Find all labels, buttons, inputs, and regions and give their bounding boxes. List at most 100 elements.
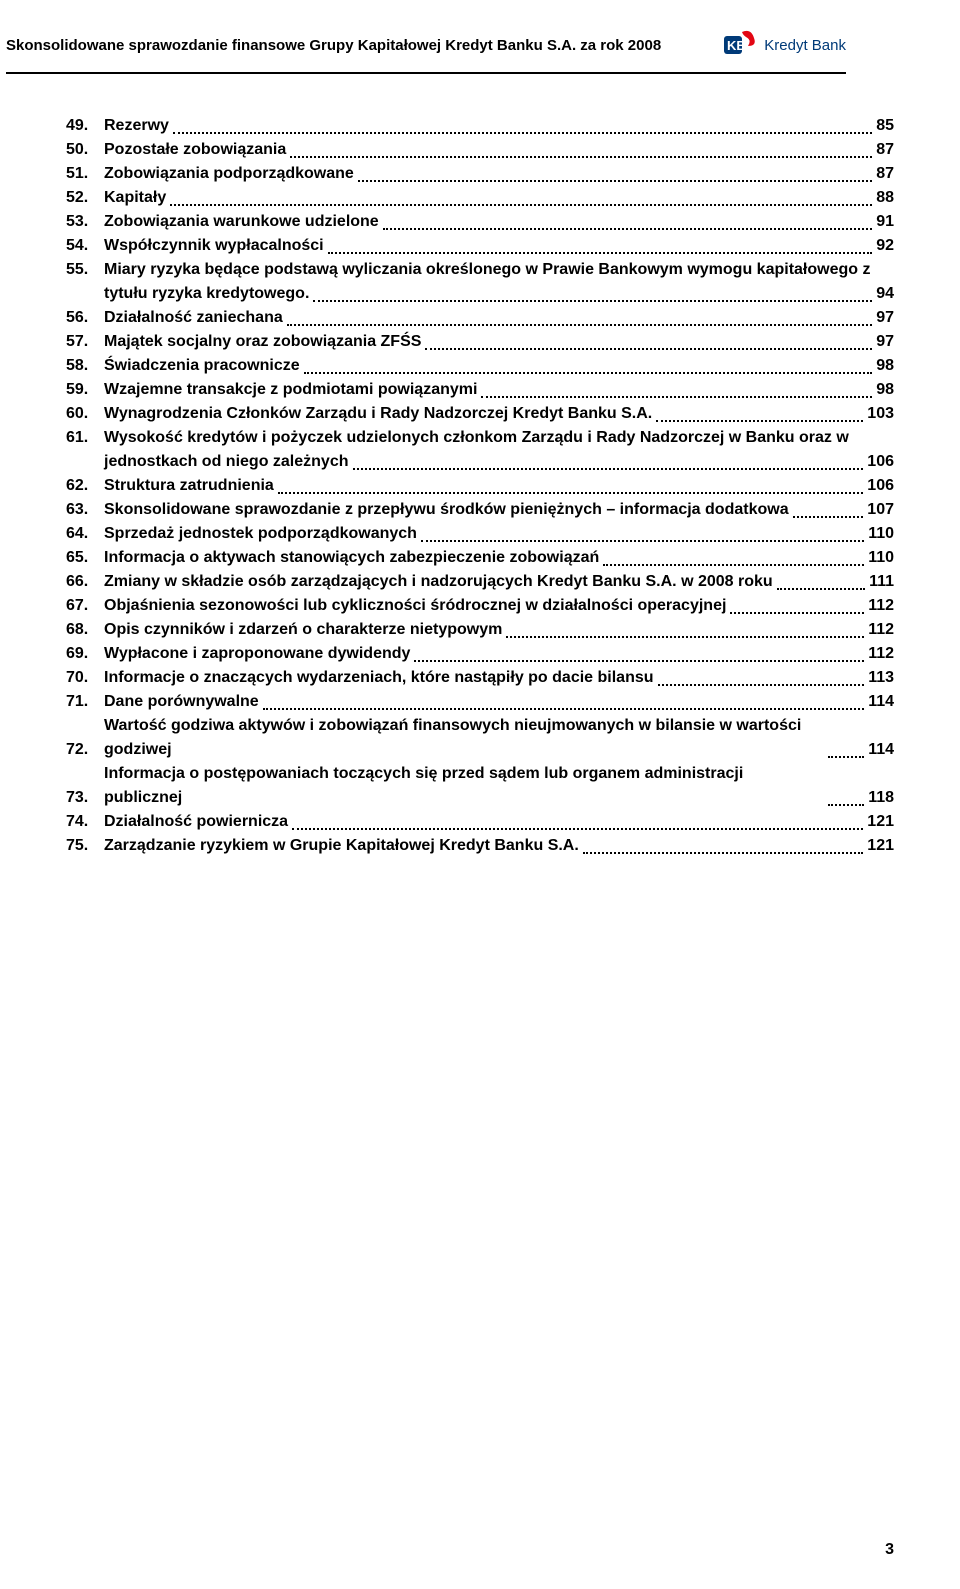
- toc-entry: 60.Wynagrodzenia Członków Zarządu i Rady…: [66, 402, 894, 426]
- toc-row: jednostkach od niego zależnych 106: [66, 450, 894, 474]
- toc-page: 121: [867, 834, 894, 858]
- toc-number: 51.: [66, 162, 104, 186]
- toc-indent: [66, 450, 104, 474]
- page: Skonsolidowane sprawozdanie finansowe Gr…: [0, 0, 960, 1589]
- toc-title: Wynagrodzenia Członków Zarządu i Rady Na…: [104, 402, 652, 426]
- toc-page: 106: [867, 450, 894, 474]
- toc-title-cont: jednostkach od niego zależnych: [104, 450, 349, 474]
- toc-title: Sprzedaż jednostek podporządkowanych: [104, 522, 417, 546]
- toc-number: 50.: [66, 138, 104, 162]
- toc-page: 110: [868, 546, 894, 570]
- toc-indent: [66, 282, 104, 306]
- toc-page: 112: [868, 618, 894, 642]
- toc-title: Współczynnik wypłacalności: [104, 234, 324, 258]
- toc-leader: [414, 660, 864, 662]
- svg-text:KB: KB: [727, 38, 746, 53]
- toc-leader: [658, 684, 865, 686]
- toc-entry: 69.Wypłacone i zaproponowane dywidendy11…: [66, 642, 894, 666]
- toc-title: Pozostałe zobowiązania: [104, 138, 286, 162]
- toc-page: 88: [876, 186, 894, 210]
- toc-leader: [777, 588, 865, 590]
- toc-page: 87: [876, 138, 894, 162]
- toc-page: 87: [876, 162, 894, 186]
- toc-title: Wzajemne transakcje z podmiotami powiąza…: [104, 378, 477, 402]
- toc-entry: 66.Zmiany w składzie osób zarządzających…: [66, 570, 894, 594]
- toc-leader: [828, 756, 864, 758]
- toc-page: 97: [876, 306, 894, 330]
- toc-leader: [421, 540, 864, 542]
- toc-leader: [506, 636, 864, 638]
- toc-page: 85: [876, 114, 894, 138]
- toc-entry: 51.Zobowiązania podporządkowane 87: [66, 162, 894, 186]
- toc-page: 112: [868, 594, 894, 618]
- toc-entry: 54.Współczynnik wypłacalności92: [66, 234, 894, 258]
- toc-entry: 55.Miary ryzyka będące podstawą wyliczan…: [66, 258, 894, 306]
- toc-number: 71.: [66, 690, 104, 714]
- toc-title: Zobowiązania podporządkowane: [104, 162, 354, 186]
- toc-title: Kapitały: [104, 186, 166, 210]
- toc-number: 56.: [66, 306, 104, 330]
- toc-leader: [425, 348, 872, 350]
- toc-leader: [278, 492, 863, 494]
- toc-page: 98: [876, 354, 894, 378]
- toc-entry: 72.Wartość godziwa aktywów i zobowiązań …: [66, 714, 894, 762]
- toc-title: Zobowiązania warunkowe udzielone: [104, 210, 379, 234]
- toc-row: 61.Wysokość kredytów i pożyczek udzielon…: [66, 426, 894, 450]
- toc-entry: 49.Rezerwy85: [66, 114, 894, 138]
- toc-number: 62.: [66, 474, 104, 498]
- toc-entry: 58.Świadczenia pracownicze 98: [66, 354, 894, 378]
- toc-number: 73.: [66, 786, 104, 810]
- toc-page: 98: [876, 378, 894, 402]
- toc-entry: 70.Informacje o znaczących wydarzeniach,…: [66, 666, 894, 690]
- toc-entry: 50.Pozostałe zobowiązania 87: [66, 138, 894, 162]
- page-number: 3: [885, 1541, 894, 1559]
- toc-leader: [383, 228, 873, 230]
- toc-page: 107: [867, 498, 894, 522]
- toc-leader: [328, 252, 873, 254]
- table-of-contents: 49.Rezerwy8550.Pozostałe zobowiązania875…: [66, 114, 894, 858]
- toc-leader: [263, 708, 864, 710]
- toc-title: Informacja o postępowaniach toczących si…: [104, 762, 824, 810]
- kb-logo-icon: KB: [724, 30, 758, 60]
- toc-page: 114: [868, 690, 894, 714]
- toc-page: 113: [868, 666, 894, 690]
- toc-leader: [304, 372, 873, 374]
- toc-title: Wypłacone i zaproponowane dywidendy: [104, 642, 410, 666]
- toc-title: Opis czynników i zdarzeń o charakterze n…: [104, 618, 502, 642]
- toc-number: 72.: [66, 738, 104, 762]
- toc-leader: [583, 852, 863, 854]
- toc-leader: [656, 420, 863, 422]
- toc-entry: 75.Zarządzanie ryzykiem w Grupie Kapitał…: [66, 834, 894, 858]
- toc-leader: [287, 324, 872, 326]
- toc-leader: [358, 180, 872, 182]
- logo: KB Kredyt Bank: [724, 30, 846, 60]
- toc-number: 58.: [66, 354, 104, 378]
- toc-page: 111: [869, 570, 894, 594]
- toc-entry: 74.Działalność powiernicza121: [66, 810, 894, 834]
- toc-title: Miary ryzyka będące podstawą wyliczania …: [104, 258, 894, 282]
- logo-text: Kredyt Bank: [764, 37, 846, 54]
- toc-number: 66.: [66, 570, 104, 594]
- toc-number: 60.: [66, 402, 104, 426]
- toc-page: 118: [868, 786, 894, 810]
- toc-entry: 57.Majątek socjalny oraz zobowiązania ZF…: [66, 330, 894, 354]
- toc-leader: [481, 396, 872, 398]
- toc-title: Zarządzanie ryzykiem w Grupie Kapitałowe…: [104, 834, 579, 858]
- toc-page: 114: [868, 738, 894, 762]
- toc-row: 55.Miary ryzyka będące podstawą wyliczan…: [66, 258, 894, 282]
- toc-number: 70.: [66, 666, 104, 690]
- toc-title: Świadczenia pracownicze: [104, 354, 300, 378]
- toc-entry: 67.Objaśnienia sezonowości lub cykliczno…: [66, 594, 894, 618]
- toc-title: Zmiany w składzie osób zarządzających i …: [104, 570, 773, 594]
- toc-leader: [292, 828, 863, 830]
- toc-number: 53.: [66, 210, 104, 234]
- toc-entry: 63.Skonsolidowane sprawozdanie z przepły…: [66, 498, 894, 522]
- toc-leader: [170, 204, 872, 206]
- toc-page: 92: [876, 234, 894, 258]
- toc-page: 121: [867, 810, 894, 834]
- toc-leader: [353, 468, 864, 470]
- toc-row: tytułu ryzyka kredytowego.94: [66, 282, 894, 306]
- header-title: Skonsolidowane sprawozdanie finansowe Gr…: [6, 37, 661, 54]
- toc-entry: 59.Wzajemne transakcje z podmiotami powi…: [66, 378, 894, 402]
- toc-entry: 56.Działalność zaniechana97: [66, 306, 894, 330]
